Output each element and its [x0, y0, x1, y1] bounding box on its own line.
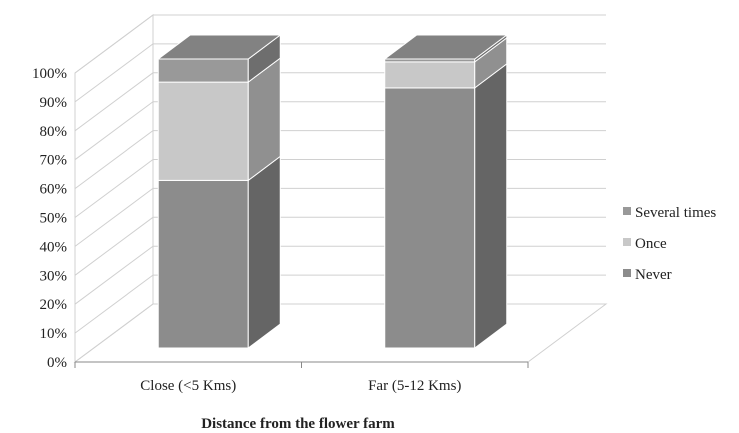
bar-segment — [156, 34, 282, 84]
x-axis: Close (<5 Kms) Far (5-12 Kms) — [74, 361, 529, 394]
bar-group — [383, 34, 509, 349]
legend: Several times Once Never — [623, 205, 716, 283]
x-tick-label: Close (<5 Kms) — [140, 378, 236, 394]
y-tick-label: 70% — [40, 153, 68, 169]
gridline — [74, 14, 606, 74]
floor — [73, 303, 608, 363]
legend-swatch — [623, 207, 631, 215]
legend-label: Never — [635, 267, 672, 283]
y-tick-label: 50% — [40, 211, 68, 227]
bar-group — [156, 34, 282, 349]
y-tick-label: 60% — [40, 182, 68, 198]
grid-lines — [74, 14, 606, 334]
y-tick-label: 90% — [40, 95, 68, 111]
legend-item: Several times — [623, 205, 716, 221]
legend-swatch — [623, 238, 631, 246]
legend-item: Once — [623, 236, 667, 252]
y-tick-label: 40% — [40, 239, 68, 255]
y-tick-label: 10% — [40, 326, 68, 342]
bar-segment — [157, 57, 281, 182]
y-tick-label: 20% — [40, 297, 68, 313]
y-tick-label: 100% — [32, 66, 67, 82]
y-tick-label: 0% — [47, 355, 67, 371]
legend-swatch — [623, 269, 631, 277]
x-tick-label: Far (5-12 Kms) — [368, 378, 461, 394]
bar-segment — [383, 34, 509, 63]
legend-label: Several times — [635, 205, 716, 221]
y-axis-ticks: 0% 10% 20% 30% 40% 50% 60% 70% 80% 90% 100% — [32, 66, 67, 371]
legend-item: Never — [623, 267, 672, 283]
bar-segment — [384, 62, 508, 349]
y-tick-label: 80% — [40, 124, 68, 140]
y-tick-label: 30% — [40, 268, 68, 284]
x-axis-title: Distance from the flower farm — [201, 416, 395, 432]
legend-label: Once — [635, 236, 667, 252]
bars — [156, 34, 509, 349]
bar-segment — [157, 155, 281, 349]
